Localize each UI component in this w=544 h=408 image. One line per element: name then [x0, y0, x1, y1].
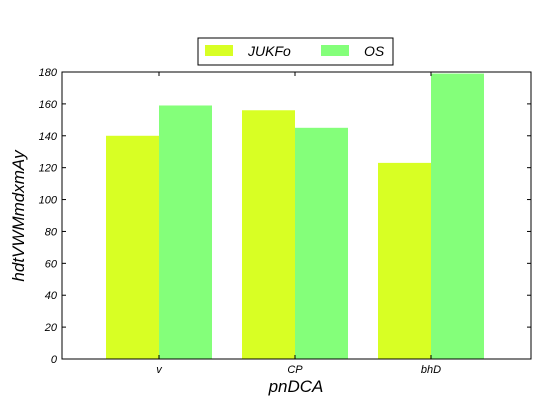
- y-tick-label: 40: [45, 290, 58, 302]
- x-tick-label: CP: [287, 364, 303, 376]
- x-tick-label: bhD: [421, 364, 441, 376]
- y-tick-label: 80: [45, 226, 58, 238]
- x-axis-title: pnDCA: [268, 377, 324, 396]
- legend-swatch-os: [321, 45, 349, 56]
- y-tick-label: 60: [45, 258, 58, 270]
- legend-swatch-jukfo: [205, 45, 233, 56]
- y-tick-label: 140: [39, 131, 58, 143]
- y-tick-label: 0: [51, 354, 58, 366]
- bar-os-v: [159, 105, 212, 359]
- y-tick-label: 100: [39, 195, 58, 207]
- bar-os-bhd: [431, 74, 484, 359]
- legend-label-os: OS: [364, 43, 385, 59]
- y-tick-label: 160: [39, 99, 58, 111]
- bar-jukfo-cp: [242, 110, 295, 359]
- y-tick-label: 120: [39, 163, 58, 175]
- x-tick-label: v: [156, 364, 163, 376]
- bar-os-cp: [295, 128, 348, 359]
- bars-group: [106, 74, 484, 359]
- legend-label-jukfo: JUKFo: [247, 43, 291, 59]
- legend: JUKFo OS: [198, 38, 393, 65]
- bar-jukfo-bhd: [378, 163, 431, 359]
- bar-jukfo-v: [106, 136, 159, 359]
- y-tick-label: 180: [39, 67, 58, 79]
- y-tick-label: 20: [44, 322, 58, 334]
- y-axis-title: hdtVWMmdxmAy: [9, 149, 28, 282]
